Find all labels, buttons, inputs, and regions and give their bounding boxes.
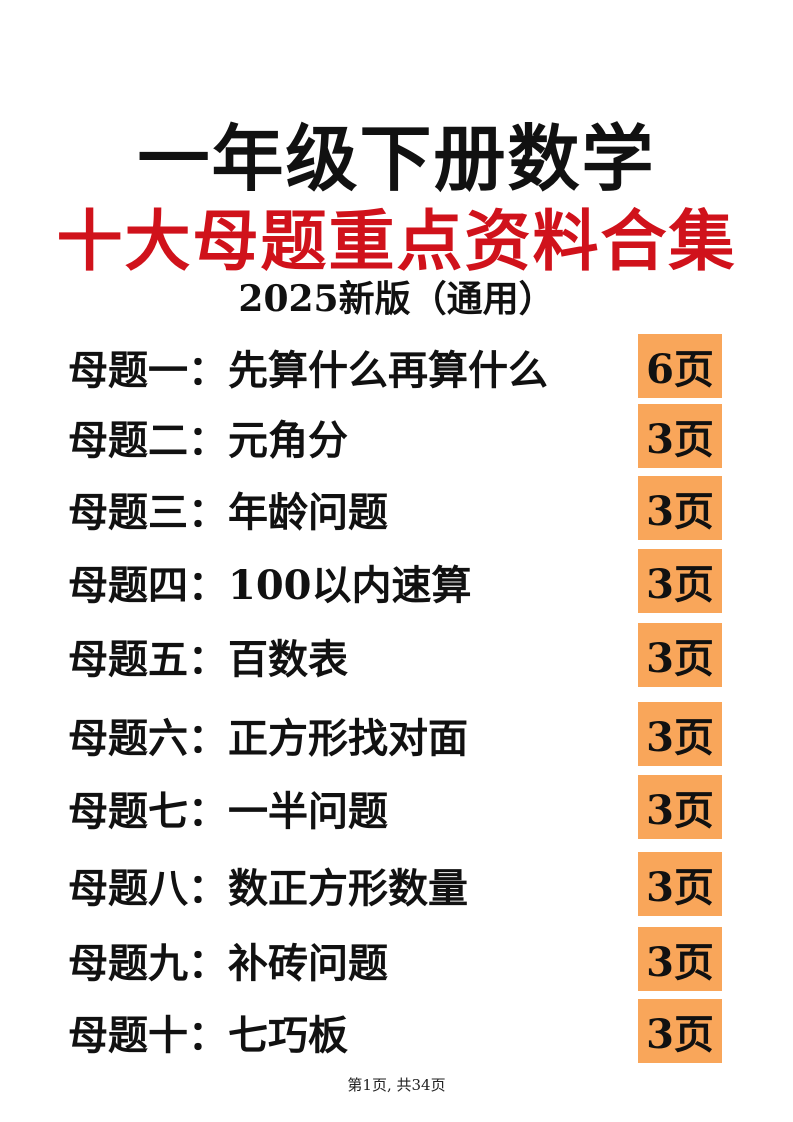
item-label: 母题九：补砖问题 xyxy=(68,940,388,987)
page-count-badge: 3页 xyxy=(638,927,722,991)
list-item: 母题六：正方形找对面 3页 xyxy=(68,702,728,768)
item-label: 母题三：年龄问题 xyxy=(68,489,388,536)
item-label: 母题四：100以内速算 xyxy=(68,562,472,609)
page-count-badge: 6页 xyxy=(638,334,722,398)
item-label: 母题一：先算什么再算什么 xyxy=(68,347,548,394)
item-label: 母题七：一半问题 xyxy=(68,788,388,835)
page-count-badge: 3页 xyxy=(638,852,722,916)
item-label: 母题二：元角分 xyxy=(68,417,348,464)
item-label: 母题五：百数表 xyxy=(68,636,348,683)
page-count-badge: 3页 xyxy=(638,623,722,687)
page-count-badge: 3页 xyxy=(638,999,722,1063)
page-title: 一年级下册数学 xyxy=(137,116,656,201)
list-item: 母题九：补砖问题 3页 xyxy=(68,927,728,993)
list-item: 母题七：一半问题 3页 xyxy=(68,775,728,841)
edition-label: 2025新版（通用） xyxy=(238,278,555,320)
list-item: 母题三：年龄问题 3页 xyxy=(68,476,728,542)
page-footer: 第1页, 共34页 xyxy=(347,1076,446,1094)
page-count-badge: 3页 xyxy=(638,702,722,766)
page-count-badge: 3页 xyxy=(638,775,722,839)
list-item: 母题十：七巧板 3页 xyxy=(68,999,728,1065)
list-item: 母题八：数正方形数量 3页 xyxy=(68,852,728,918)
list-item: 母题一：先算什么再算什么 6页 xyxy=(68,334,728,400)
page-subtitle: 十大母题重点资料合集 xyxy=(56,202,737,280)
item-label: 母题八：数正方形数量 xyxy=(68,865,468,912)
page-count-badge: 3页 xyxy=(638,549,722,613)
item-label: 母题十：七巧板 xyxy=(68,1012,348,1059)
item-label: 母题六：正方形找对面 xyxy=(68,715,468,762)
page-count-badge: 3页 xyxy=(638,476,722,540)
list-item: 母题四：100以内速算 3页 xyxy=(68,549,728,615)
list-item: 母题二：元角分 3页 xyxy=(68,404,728,470)
list-item: 母题五：百数表 3页 xyxy=(68,623,728,689)
page-count-badge: 3页 xyxy=(638,404,722,468)
